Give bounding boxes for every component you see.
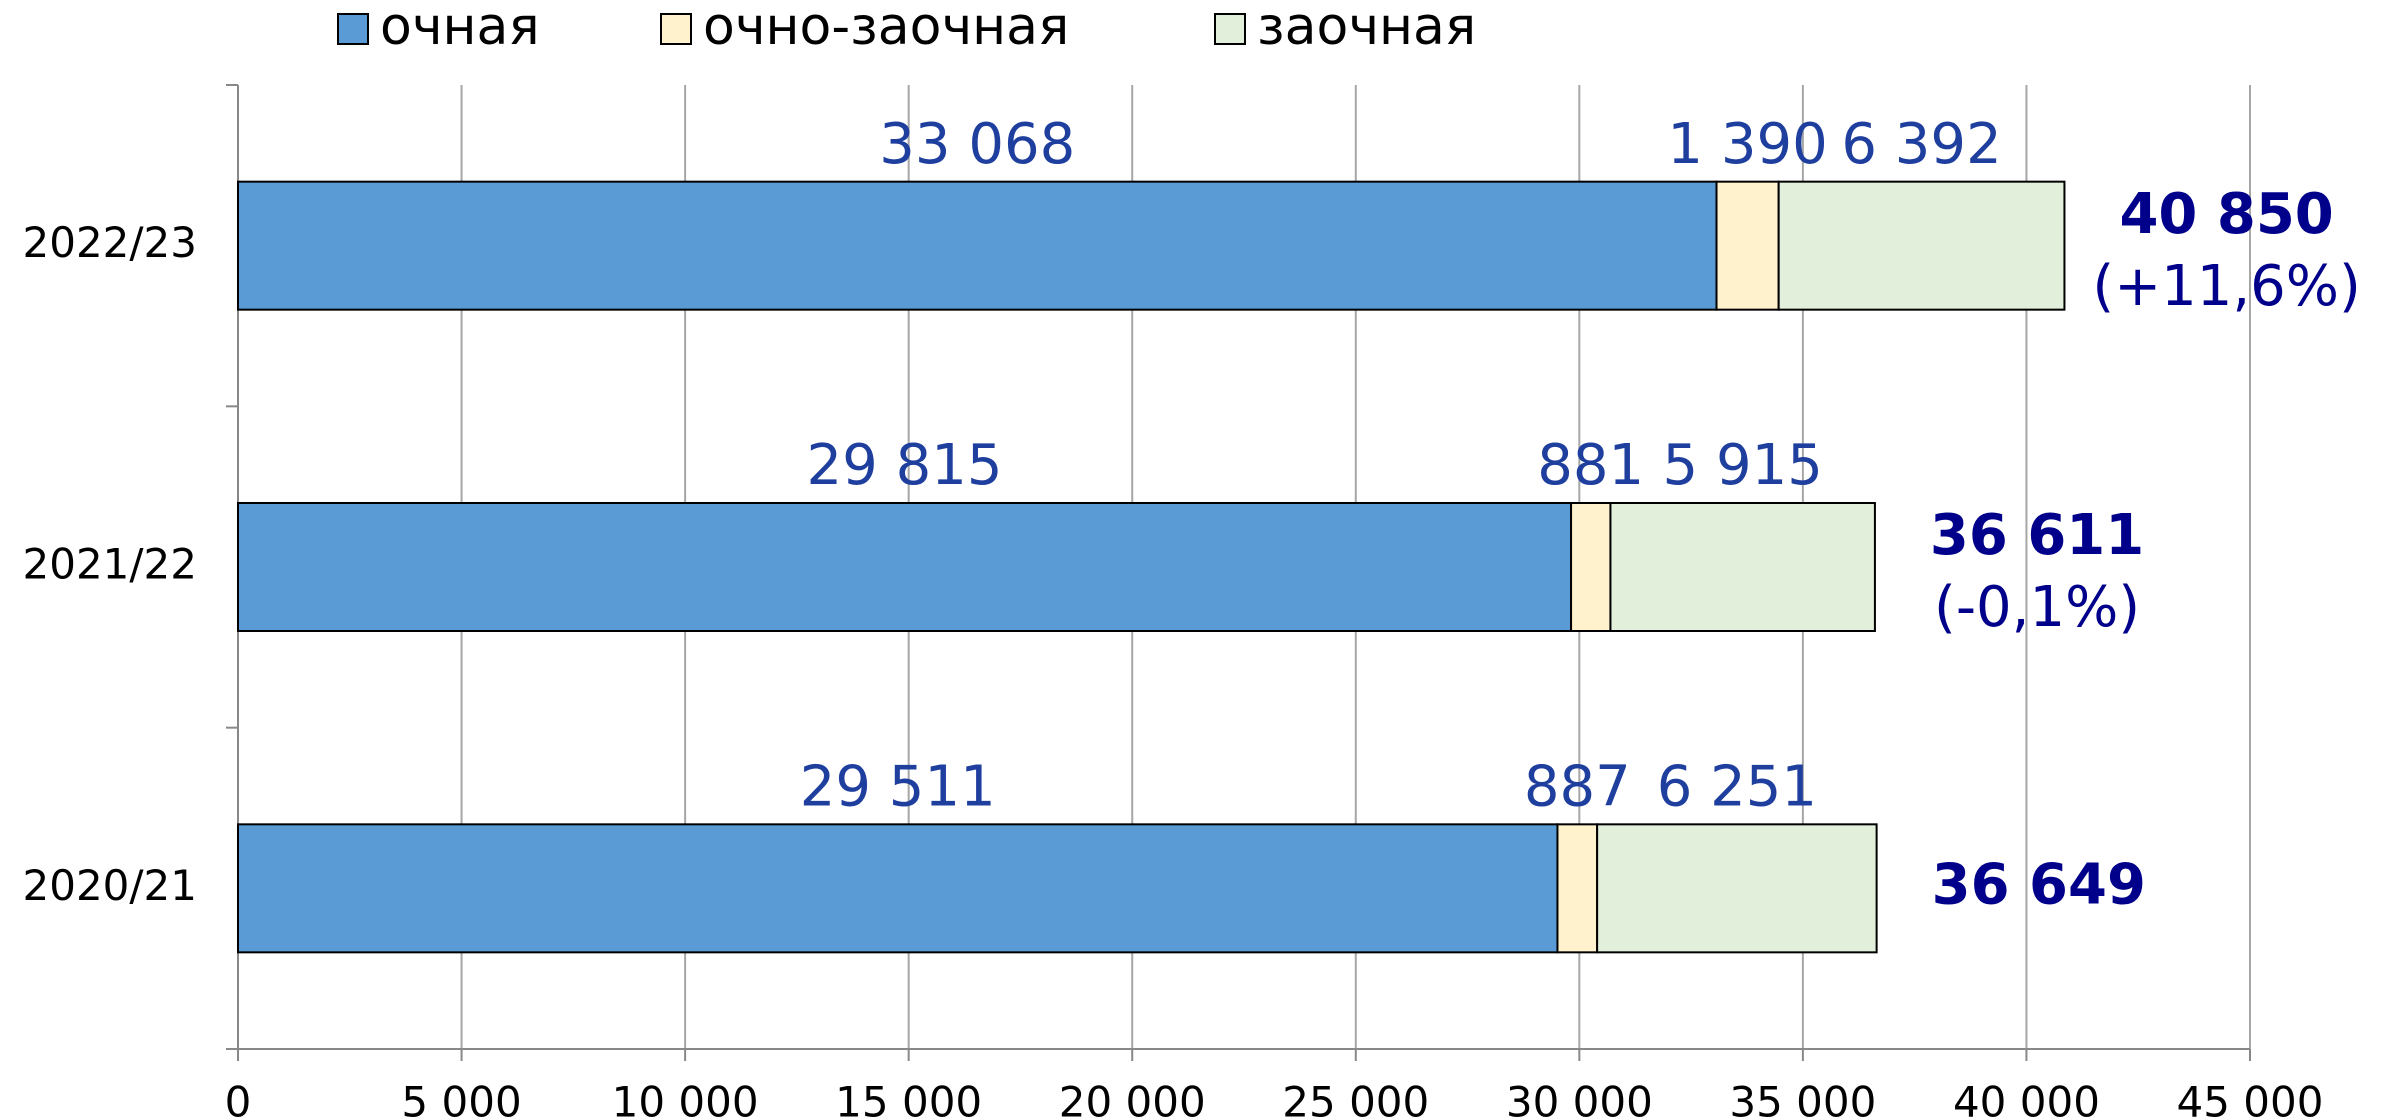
value-label: 6 392	[1841, 112, 2001, 177]
value-label: 29 511	[800, 754, 996, 819]
legend-label: заочная	[1257, 0, 1476, 57]
change-label: (+11,6%)	[2092, 254, 2361, 319]
x-tick-label: 0	[225, 1078, 252, 1119]
total-label: 36 611	[1930, 503, 2144, 568]
legend-swatch	[337, 13, 369, 45]
x-tick-label: 15 000	[835, 1078, 982, 1119]
bar-segment	[237, 502, 1573, 632]
value-label: 5 915	[1663, 433, 1823, 498]
y-tick-label: 2020/21	[23, 861, 197, 910]
value-label: 887	[1524, 754, 1631, 819]
change-label: (-0,1%)	[1934, 575, 2140, 640]
total-label: 40 850	[2119, 182, 2333, 247]
y-tick-label: 2021/22	[23, 540, 197, 589]
legend-swatch	[1214, 13, 1246, 45]
legend-label: очная	[380, 0, 540, 57]
x-tick-label: 45 000	[2177, 1078, 2324, 1119]
value-label: 6 251	[1657, 754, 1817, 819]
x-tick-label: 35 000	[1729, 1078, 1876, 1119]
legend-swatch	[660, 13, 692, 45]
y-tick-label: 2022/23	[23, 218, 197, 267]
value-label: 29 815	[807, 433, 1003, 498]
x-tick-label: 5 000	[401, 1078, 521, 1119]
legend-label: очно-заочная	[703, 0, 1069, 57]
x-tick-label: 20 000	[1059, 1078, 1206, 1119]
bar-segment	[1715, 180, 1780, 311]
x-tick-label: 30 000	[1506, 1078, 1653, 1119]
value-label: 1 390	[1667, 112, 1827, 177]
value-label: 33 068	[879, 112, 1075, 177]
bar-segment	[237, 180, 1718, 311]
bar-segment	[1570, 502, 1612, 632]
value-label: 881	[1537, 433, 1644, 498]
x-tick-label: 40 000	[1953, 1078, 2100, 1119]
bar-segment	[1556, 823, 1599, 954]
bar-segment	[237, 823, 1559, 954]
x-tick-label: 25 000	[1282, 1078, 1429, 1119]
x-tick-label: 10 000	[612, 1078, 759, 1119]
bar-segment	[1609, 502, 1876, 632]
bar-segment	[1777, 180, 2066, 311]
total-label: 36 649	[1932, 852, 2146, 917]
bar-segment	[1596, 823, 1878, 954]
